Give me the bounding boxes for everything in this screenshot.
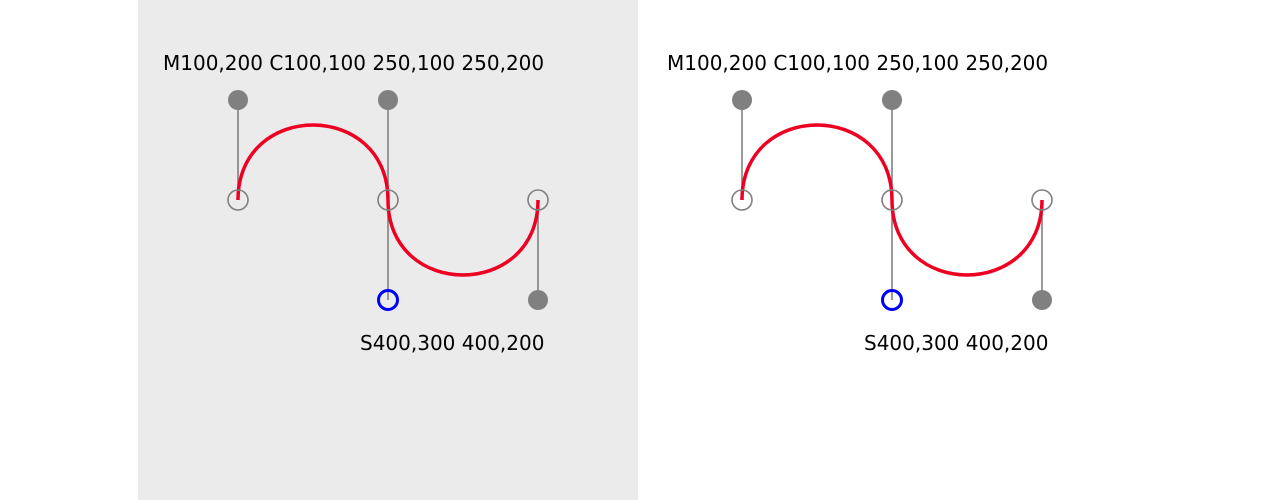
- bezier-diagram-right: M100,200 C100,100 250,100 250,200 S400,3…: [667, 51, 1053, 355]
- anchor-point-start: [731, 189, 753, 211]
- anchor-point-start: [227, 189, 249, 211]
- bezier-curve: [236, 123, 540, 277]
- smooth-command-label: S400,300 400,200: [864, 331, 1048, 355]
- control-point-2: [378, 90, 398, 110]
- anchor-point-end: [527, 189, 549, 211]
- smooth-command-label: S400,300 400,200: [360, 331, 544, 355]
- anchor-point-mid: [377, 189, 399, 211]
- control-point-1: [228, 90, 248, 110]
- control-point-1: [732, 90, 752, 110]
- bezier-diagram-left: M100,200 C100,100 250,100 250,200 S400,3…: [163, 51, 549, 355]
- reflected-control-point: [377, 289, 399, 311]
- path-command-label: M100,200 C100,100 250,100 250,200: [667, 51, 1048, 75]
- diagram-panel-left: M100,200 C100,100 250,100 250,200 S400,3…: [138, 0, 638, 500]
- control-point-2: [882, 90, 902, 110]
- bezier-curve: [740, 123, 1044, 277]
- anchor-point-end: [1031, 189, 1053, 211]
- control-point-3: [1032, 290, 1052, 310]
- path-command-label: M100,200 C100,100 250,100 250,200: [163, 51, 544, 75]
- diagram-panel-right: M100,200 C100,100 250,100 250,200 S400,3…: [642, 0, 1142, 500]
- reflected-control-point: [881, 289, 903, 311]
- control-point-3: [528, 290, 548, 310]
- anchor-point-mid: [881, 189, 903, 211]
